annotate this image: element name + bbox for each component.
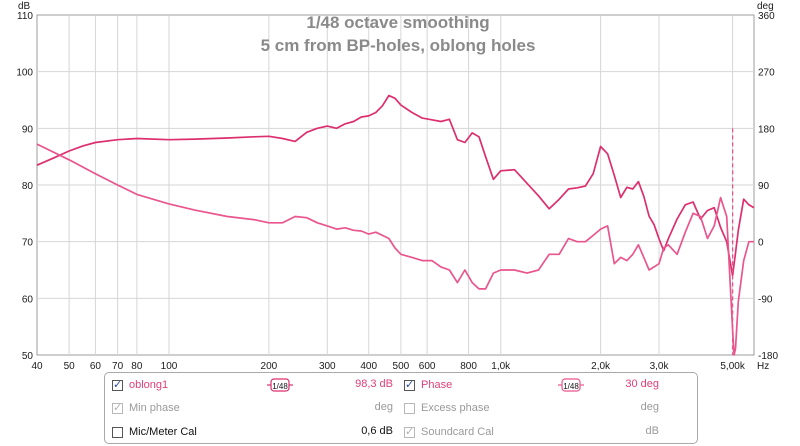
legend-row-soundcard-cal[interactable]: Soundcard Cal	[404, 424, 494, 440]
x-tick-label: 60	[90, 361, 102, 372]
phase-smoothing-icon[interactable]: 1/48	[558, 378, 584, 392]
x-tick-label: 500	[393, 361, 410, 372]
x-tick-label: 200	[261, 361, 278, 372]
series-line-oblong1	[36, 94, 755, 277]
excess-phase-label: Excess phase	[421, 402, 490, 414]
soundcard-cal-value: dB	[645, 425, 659, 437]
x-tick-label: 80	[131, 361, 143, 372]
min-phase-value: deg	[374, 401, 393, 413]
soundcard-cal-label: Soundcard Cal	[421, 426, 494, 438]
x-unit-label: Hz	[757, 361, 769, 372]
y-tick-label: 70	[22, 238, 34, 249]
min-phase-checkbox[interactable]	[112, 401, 123, 414]
y-tick-label: 90	[22, 124, 34, 135]
y2-tick-label: 90	[758, 181, 770, 192]
legend-row-mic-meter-cal[interactable]: Mic/Meter Cal	[112, 424, 197, 440]
mic-meter-cal-value: 0,6 dB	[361, 425, 393, 437]
soundcard-cal-checkbox[interactable]	[404, 425, 415, 438]
legend-row-excess-phase[interactable]: Excess phase	[404, 400, 489, 416]
x-tick-label: 100	[161, 361, 178, 372]
y2-tick-label: 180	[758, 124, 775, 135]
chart-subtitle: 5 cm from BP-holes, oblong holes	[261, 36, 536, 55]
mic-meter-cal-checkbox[interactable]	[112, 426, 123, 438]
y2label: deg	[757, 1, 774, 12]
x-tick-label: 50	[64, 361, 76, 372]
phase-checkbox[interactable]	[404, 378, 415, 391]
y-tick-label: 110	[17, 11, 33, 22]
y2-tick-label: -90	[758, 294, 773, 305]
oblong1-value: 98,3 dB	[355, 378, 393, 390]
excess-phase-checkbox[interactable]	[404, 402, 415, 414]
oblong1-label: oblong1	[129, 379, 169, 391]
legend-row-oblong1[interactable]: oblong1	[112, 377, 168, 393]
min-phase-label: Min phase	[129, 402, 180, 414]
phase-smoothing-label: 1/48	[563, 382, 579, 391]
x-tick-label: 2,0k	[591, 361, 611, 372]
oblong1-checkbox[interactable]	[112, 378, 123, 391]
x-tick-label: 5,00k	[720, 361, 745, 372]
y2-tick-label: -180	[758, 351, 778, 362]
y2-tick-label: 0	[758, 238, 764, 249]
ylabel: dB	[18, 1, 31, 12]
legend-panel: oblong1 1/48 98,3 dB Phase 1/48 30 deg M…	[104, 372, 698, 444]
y-tick-label: 80	[22, 181, 34, 192]
x-tick-label: 400	[360, 361, 377, 372]
y2-tick-label: 270	[758, 68, 775, 79]
oblong1-smoothing-label: 1/48	[272, 382, 288, 391]
chart-title: 1/48 octave smoothing	[306, 13, 489, 32]
y-tick-label: 60	[22, 294, 34, 305]
legend-row-min-phase[interactable]: Min phase	[112, 400, 180, 416]
series-lines	[36, 94, 755, 356]
excess-phase-value: deg	[640, 401, 659, 413]
x-tick-label: 40	[31, 361, 43, 372]
y2-tick-label: 360	[758, 11, 775, 22]
x-tick-label: 1,0k	[491, 361, 511, 372]
phase-value: 30 deg	[625, 378, 659, 390]
x-tick-label: 3,0k	[650, 361, 670, 372]
frequency-response-chart: 40 50 60 70 80 100 200 300 400 500 600 800 1,0k 2,0k 3…	[16, 1, 778, 372]
y2-tick-labels: -180 -90 0 90 180 270 360	[758, 11, 778, 362]
x-tick-label: 600	[419, 361, 436, 372]
legend-row-phase[interactable]: Phase	[404, 377, 452, 393]
y-tick-label: 100	[16, 68, 33, 79]
y-tick-labels: 50 60 70 80 90 100 110	[16, 11, 33, 362]
horizontal-gridlines	[37, 71, 754, 299]
x-tick-label: 800	[460, 361, 477, 372]
phase-label: Phase	[421, 379, 453, 391]
oblong1-smoothing-icon[interactable]: 1/48	[267, 378, 293, 392]
series-line-phase	[36, 143, 754, 356]
x-tick-label: 300	[319, 361, 336, 372]
x-tick-labels: 40 50 60 70 80 100 200 300 400 500 600 800 1,0k 2,0k 3…	[31, 361, 745, 372]
mic-meter-cal-label: Mic/Meter Cal	[129, 426, 197, 438]
y-tick-label: 50	[22, 351, 34, 362]
x-tick-label: 70	[112, 361, 124, 372]
